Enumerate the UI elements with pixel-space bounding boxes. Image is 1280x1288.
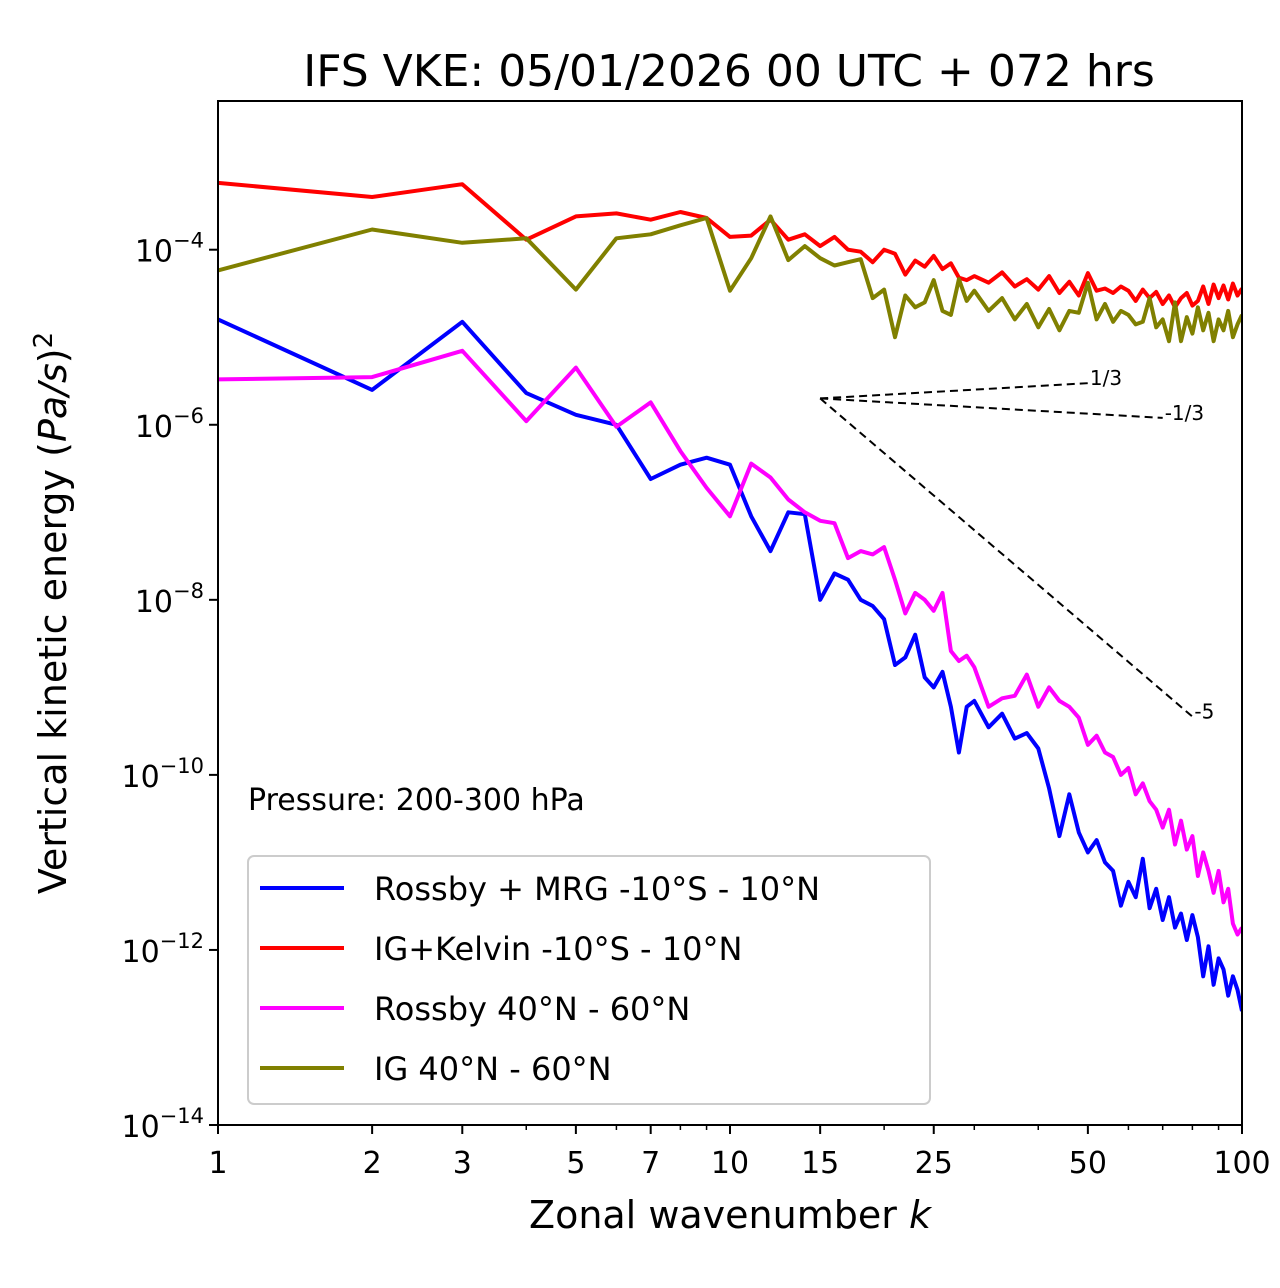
legend-label-3: IG 40°N - 60°N <box>374 1050 612 1088</box>
series-line-1 <box>218 180 1242 310</box>
y-tick-label: 10−14 <box>121 1104 204 1145</box>
x-tick-label: 25 <box>915 1146 953 1181</box>
y-tick-label: 10−10 <box>121 754 204 795</box>
y-axis-label: Vertical kinetic energy (Pa/s)2 <box>29 332 75 894</box>
x-tick-label: 3 <box>453 1146 472 1181</box>
reference-label-1: -1/3 <box>1165 401 1204 425</box>
y-tick-label: 10−12 <box>121 929 204 970</box>
y-tick-label: 10−6 <box>135 404 204 445</box>
chart-title: IFS VKE: 05/01/2026 00 UTC + 072 hrs <box>303 46 1155 97</box>
x-tick-label: 1 <box>208 1146 227 1181</box>
x-tick-label: 100 <box>1213 1146 1270 1181</box>
x-tick-label: 2 <box>363 1146 382 1181</box>
series-line-3 <box>218 214 1242 344</box>
x-axis-label: Zonal wavenumber k <box>529 1193 933 1237</box>
x-tick-label: 5 <box>566 1146 585 1181</box>
y-tick-label: 10−8 <box>135 579 204 620</box>
legend: Rossby + MRG -10°S - 10°N IG+Kelvin -10°S… <box>247 855 931 1105</box>
legend-label-2: Rossby 40°N - 60°N <box>374 990 690 1028</box>
reference-slopes: 1/3 -1/3 -5 <box>819 366 1214 724</box>
x-tick-label: 50 <box>1069 1146 1107 1181</box>
legend-label-1: IG+Kelvin -10°S - 10°N <box>374 930 742 968</box>
reference-label-2: -5 <box>1194 700 1214 724</box>
x-tick-label: 10 <box>711 1146 749 1181</box>
y-tick-label: 10−4 <box>135 229 204 270</box>
x-axis: 1 2 3 5 7 10 15 25 50 100 <box>208 1125 1271 1181</box>
series-line-2 <box>218 348 1242 937</box>
x-tick-label: 7 <box>641 1146 660 1181</box>
y-axis: 10−14 10−12 10−10 10−8 10−6 10−4 <box>121 229 218 1145</box>
reference-line-1 <box>820 397 1163 419</box>
legend-box <box>247 855 931 1105</box>
pressure-annotation: Pressure: 200-300 hPa <box>248 783 585 818</box>
plot-area <box>218 180 1242 1012</box>
series-line-0 <box>218 317 1242 1012</box>
reference-line-0 <box>820 382 1088 400</box>
x-tick-label: 15 <box>801 1146 839 1181</box>
reference-line-2 <box>819 397 1194 718</box>
reference-label-0: 1/3 <box>1090 366 1122 390</box>
legend-label-0: Rossby + MRG -10°S - 10°N <box>374 870 820 908</box>
